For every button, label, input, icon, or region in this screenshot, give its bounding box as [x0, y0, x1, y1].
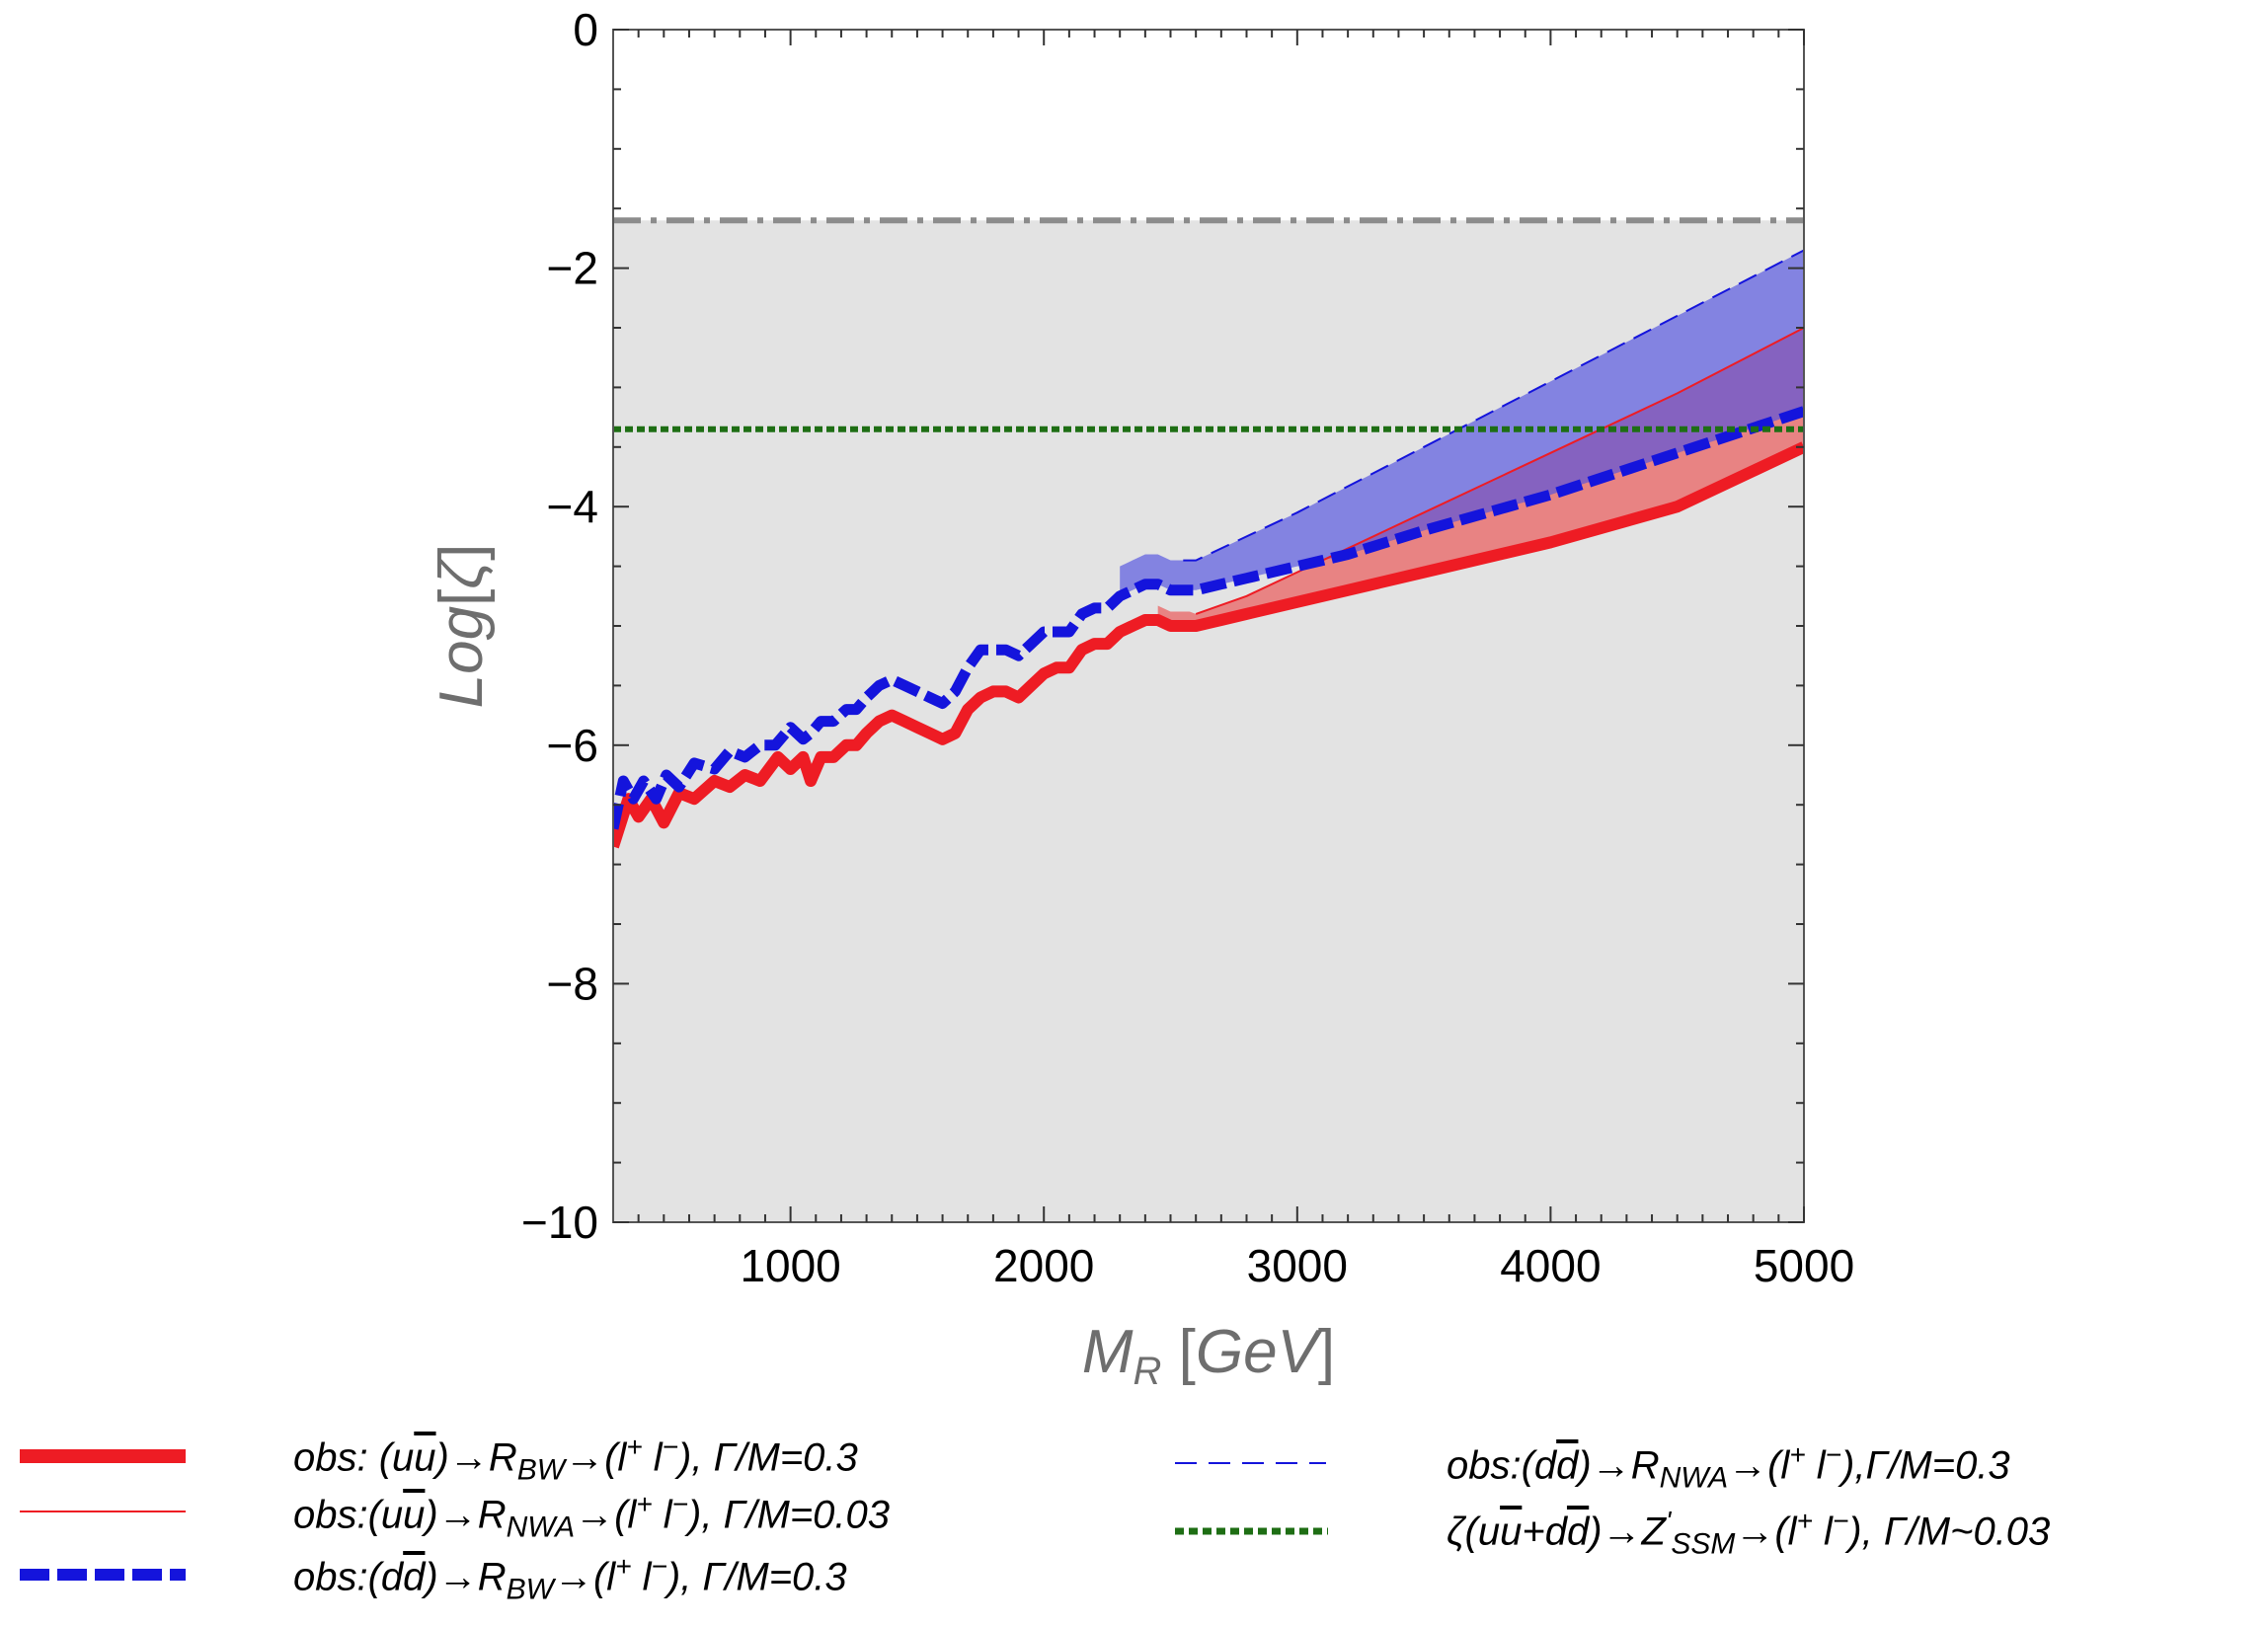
band-red — [1157, 328, 1804, 626]
series-line-2 — [1195, 327, 1804, 615]
y-axis-title: Log[ζ] — [428, 544, 496, 709]
y-axis-title-log: Log — [428, 606, 496, 708]
series-line-4 — [1183, 249, 1804, 562]
series-line-3 — [613, 406, 1804, 830]
x-axis-title-unit: [ — [1161, 1318, 1195, 1386]
y-axis-title-zeta: ζ — [428, 558, 496, 589]
y-tick-label: −8 — [547, 958, 598, 1009]
x-tick-label: 2000 — [993, 1240, 1094, 1291]
y-axis-title-bracket: [ — [428, 589, 496, 606]
y-tick-label: 0 — [573, 4, 598, 55]
y-tick-label: −4 — [547, 481, 598, 532]
x-axis-title-main: M — [1082, 1318, 1134, 1386]
y-axis-title-bracket-close: ] — [428, 544, 496, 561]
y-tick-label: −10 — [521, 1197, 598, 1248]
x-tick-label: 5000 — [1754, 1240, 1854, 1291]
x-tick-label: 4000 — [1500, 1240, 1601, 1291]
y-tick-label: −6 — [547, 720, 598, 771]
x-axis-title: MR [GeV] — [1082, 1318, 1335, 1393]
series-line-1 — [613, 441, 1804, 849]
x-axis-title-close: ] — [1318, 1318, 1335, 1386]
x-axis-title-sub: R — [1134, 1350, 1162, 1393]
band-blue — [1120, 250, 1804, 596]
x-axis-title-gev: GeV — [1196, 1318, 1324, 1386]
x-tick-label: 3000 — [1247, 1240, 1348, 1291]
x-tick-label: 1000 — [740, 1240, 840, 1291]
y-tick-label: −2 — [547, 243, 598, 294]
